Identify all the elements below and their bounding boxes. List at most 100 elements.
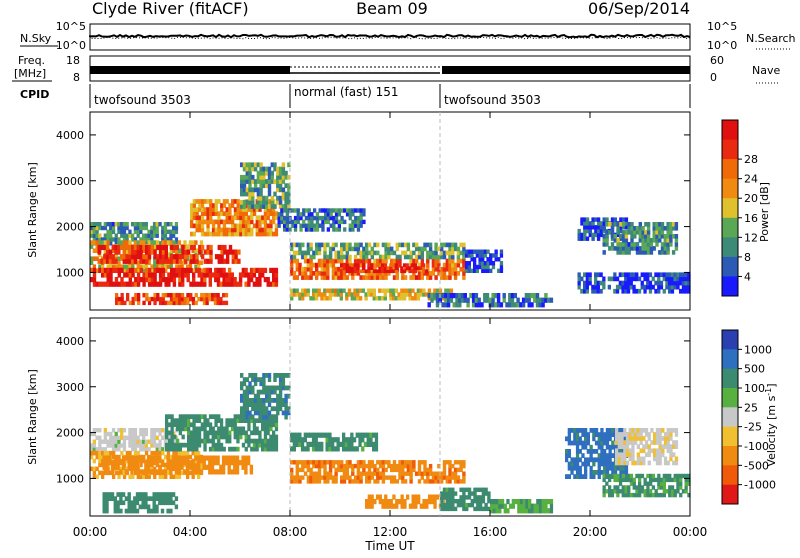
velocity-cell: [127, 455, 131, 461]
power-cell: [236, 227, 240, 233]
power-cell: [117, 272, 121, 278]
power-cell: [315, 242, 319, 248]
power-cell: [142, 281, 146, 287]
velocity-cell: [121, 500, 126, 506]
power-cell: [519, 302, 523, 308]
power-cell: [632, 284, 636, 290]
power-cell: [665, 276, 669, 282]
velocity-cell: [365, 503, 369, 509]
velocity-cell: [263, 422, 268, 428]
velocity-cell: [185, 460, 190, 466]
velocity-cell: [261, 426, 265, 432]
power-cell: [376, 262, 380, 268]
power-cell: [296, 215, 300, 221]
velocity-cell: [170, 442, 174, 448]
power-cell: [505, 302, 509, 308]
power-cell: [237, 249, 241, 255]
velocity-cell: [325, 437, 329, 443]
power-cell: [655, 234, 659, 239]
velocity-cell: [631, 448, 635, 454]
power-cell: [106, 272, 110, 278]
power-cell: [453, 266, 458, 272]
velocity-cell: [320, 475, 324, 480]
power-cell: [287, 195, 291, 201]
velocity-cell: [398, 463, 402, 469]
power-cell: [251, 204, 255, 209]
power-cell: [125, 264, 129, 269]
power-cell: [372, 296, 376, 301]
velocity-cell: [158, 492, 162, 497]
power-cell: [190, 223, 194, 229]
power-cell: [166, 264, 171, 269]
power-cell: [326, 212, 330, 217]
velocity-cell: [314, 437, 318, 443]
velocity-cell: [278, 377, 283, 382]
power-cell: [239, 215, 243, 221]
velocity-cell: [409, 460, 413, 465]
power-cell: [158, 281, 163, 287]
velocity-cell: [414, 494, 418, 500]
power-cell: [90, 240, 94, 245]
velocity-cell: [462, 475, 466, 480]
power-colorbar-swatch: [722, 120, 738, 141]
velocity-cell: [306, 441, 310, 447]
power-cell: [398, 242, 402, 248]
power-cell: [326, 262, 330, 268]
velocity-cell: [356, 463, 361, 469]
power-cell: [109, 267, 113, 273]
power-cell: [98, 225, 102, 231]
velocity-cell: [375, 494, 380, 500]
velocity-cell: [300, 437, 305, 443]
power-cell: [178, 267, 182, 273]
power-cell: [198, 244, 202, 251]
velocity-ytick-label: 3000: [56, 381, 84, 394]
power-cell: [292, 288, 297, 293]
power-cell: [120, 229, 124, 234]
power-cell: [378, 296, 382, 301]
power-cell: [326, 242, 330, 248]
power-cell: [122, 229, 127, 234]
velocity-cell: [214, 414, 218, 419]
power-cell: [145, 249, 149, 255]
power-cell: [202, 293, 207, 298]
power-cell: [128, 233, 132, 238]
velocity-cell: [163, 492, 167, 497]
velocity-cell: [127, 460, 131, 466]
velocity-cell: [270, 389, 274, 395]
velocity-cell: [623, 460, 627, 466]
power-cell: [220, 231, 224, 237]
power-colorbar-swatch: [722, 237, 738, 258]
velocity-cell: [484, 502, 488, 508]
velocity-cell: [144, 428, 148, 433]
velocity-cell: [155, 455, 159, 461]
power-cell: [323, 296, 327, 301]
power-cell: [253, 162, 258, 168]
velocity-colorbar-swatch: [722, 349, 738, 370]
power-cell: [295, 262, 299, 268]
power-cell: [291, 219, 295, 225]
velocity-cell: [245, 385, 249, 391]
velocity-cell: [355, 432, 359, 438]
power-cell: [408, 266, 412, 270]
velocity-cell: [625, 460, 630, 466]
power-cell: [120, 281, 124, 287]
velocity-cell: [669, 428, 673, 433]
velocity-cell: [625, 436, 630, 441]
power-cell: [158, 277, 163, 283]
velocity-cell: [581, 474, 585, 479]
power-cell: [213, 293, 218, 298]
velocity-cell: [169, 492, 173, 497]
station-title: Clyde River (fitACF): [92, 0, 249, 18]
power-cell: [383, 263, 388, 267]
power-cell: [167, 281, 171, 287]
power-cell: [513, 302, 517, 308]
power-cell: [644, 238, 648, 243]
power-cell: [106, 222, 110, 227]
velocity-cell: [654, 489, 658, 494]
power-cell: [227, 272, 232, 278]
velocity-cell: [476, 502, 480, 508]
velocity-cell: [378, 475, 383, 480]
power-cell: [181, 272, 185, 278]
power-cell: [136, 240, 140, 245]
velocity-cell: [242, 377, 247, 382]
